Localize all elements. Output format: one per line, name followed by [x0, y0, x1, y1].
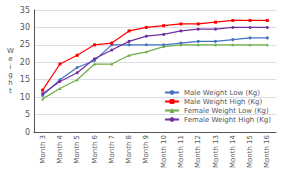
svg-text:0: 0	[25, 128, 30, 137]
svg-text:25: 25	[20, 40, 30, 49]
svg-text:Month 13: Month 13	[212, 135, 220, 168]
svg-text:Month 11: Month 11	[177, 135, 185, 168]
svg-text:10: 10	[20, 93, 30, 102]
svg-text:g: g	[8, 71, 12, 79]
svg-text:W: W	[7, 47, 14, 55]
svg-text:e: e	[8, 55, 12, 63]
svg-text:Month 6: Month 6	[91, 134, 99, 163]
svg-text:35: 35	[20, 6, 30, 15]
svg-text:Month 10: Month 10	[160, 135, 168, 168]
svg-text:Female Weight Low (Kg): Female Weight Low (Kg)	[184, 107, 269, 115]
svg-text:i: i	[9, 63, 11, 71]
svg-text:t: t	[9, 87, 12, 95]
svg-text:15: 15	[20, 75, 30, 84]
svg-text:Month 8: Month 8	[125, 135, 133, 164]
svg-text:30: 30	[20, 23, 30, 32]
svg-text:Month 3: Month 3	[39, 135, 47, 164]
svg-text:Month 14: Month 14	[229, 134, 237, 168]
svg-text:Month 16: Month 16	[263, 134, 271, 168]
svg-text:Month 12: Month 12	[194, 135, 202, 168]
svg-text:h: h	[8, 79, 12, 87]
svg-text:Month 15: Month 15	[246, 135, 254, 168]
svg-text:Month 5: Month 5	[73, 135, 81, 164]
svg-text:Male Weight High (Kg): Male Weight High (Kg)	[184, 98, 262, 106]
svg-text:Female Weight High (Kg): Female Weight High (Kg)	[184, 116, 271, 124]
svg-text:Male Weight Low (Kg): Male Weight Low (Kg)	[184, 89, 260, 97]
svg-text:Month 7: Month 7	[108, 135, 116, 164]
svg-text:Month 9: Month 9	[142, 135, 150, 164]
svg-text:5: 5	[25, 110, 30, 119]
svg-text:Month 4: Month 4	[56, 134, 64, 163]
svg-text:20: 20	[20, 58, 30, 67]
